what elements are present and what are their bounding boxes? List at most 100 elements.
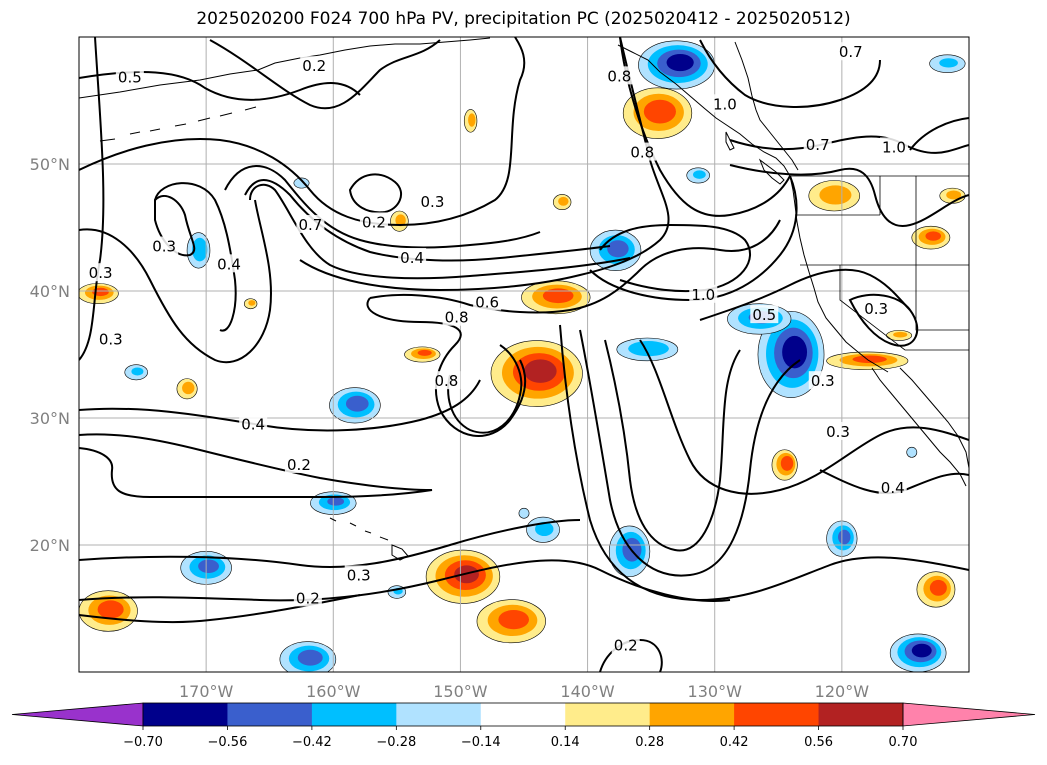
pv-contour-0.7-east xyxy=(729,135,969,154)
precip-level-pos-0.42 xyxy=(929,579,947,596)
colorbar-segment xyxy=(649,703,735,726)
contour-label: 0.2 xyxy=(300,56,329,75)
contour-label-background xyxy=(473,292,502,311)
precip-blob xyxy=(79,283,119,304)
precip-level-pos-0.28 xyxy=(819,185,852,205)
precip-level-neg-0.42 xyxy=(198,559,219,574)
contour-label: 0.7 xyxy=(296,214,325,234)
contour-label: 0.3 xyxy=(418,192,447,211)
colorbar-tick-label: −0.56 xyxy=(208,735,248,750)
precip-blob xyxy=(686,167,710,184)
pv-contour-0.3-west-ridge xyxy=(79,199,272,363)
pv-contour-0.8-loop xyxy=(369,219,781,314)
colorbar-tick-label: −0.70 xyxy=(123,735,163,750)
precip-level-neg-0.28 xyxy=(628,340,669,357)
precip-blob xyxy=(771,449,798,481)
precip-level-pos-0.42 xyxy=(542,288,574,304)
precip-blob xyxy=(939,187,966,204)
contour-label-text: 1.0 xyxy=(691,286,715,304)
contour-label-background xyxy=(824,421,853,440)
precip-level-pos-0.42 xyxy=(417,349,432,356)
precip-blob xyxy=(390,210,409,232)
contour-label-text: 0.8 xyxy=(630,144,654,162)
precip-level-neg-0.28 xyxy=(939,58,958,68)
plot-frame xyxy=(78,36,970,673)
pv-contour-0.8-inner-s xyxy=(447,344,523,434)
contour-label: 0.4 xyxy=(398,247,427,267)
contour-label-background xyxy=(878,477,907,496)
contour-label: 0.3 xyxy=(86,263,115,282)
contour-labels: 0.5 0.2 0.3 0.3 0.3 0.7 0.4 0.2 0.3 0.4 0.6 0.8 0.8 0… xyxy=(86,42,908,654)
coastline-haida-gwaii xyxy=(725,131,735,151)
precip-level-neg-0.56 xyxy=(666,53,694,72)
precip-level-pos-0.42 xyxy=(97,600,124,619)
colorbar-tick-label: 0.14 xyxy=(551,735,580,750)
contour-label-text: 0.3 xyxy=(826,423,850,441)
contour-label-text: 0.3 xyxy=(811,372,835,390)
contour-label-background xyxy=(239,414,268,433)
coastline-hawaii xyxy=(329,517,409,561)
pv-contour-south-trough-1 xyxy=(604,339,741,552)
precip-level-pos-0.28 xyxy=(248,300,256,306)
contour-label-text: 0.2 xyxy=(296,589,320,607)
precip-level-pos-0.42 xyxy=(780,455,794,471)
colorbar-segment xyxy=(734,703,820,726)
contour-label-background xyxy=(96,329,125,348)
precip-level-pos-0.56 xyxy=(523,359,557,383)
contour-label-text: 0.3 xyxy=(347,566,371,584)
pv-contour-0.4-inner-loop xyxy=(154,182,237,332)
contour-label-background xyxy=(432,371,461,390)
contour-label-background xyxy=(836,42,865,61)
contour-label-background xyxy=(296,214,325,233)
contour-label-text: 0.3 xyxy=(421,193,445,211)
contour-label-background xyxy=(300,56,329,75)
map-title: 2025020200 F024 700 hPa PV, precipitatio… xyxy=(196,9,851,29)
precip-blob xyxy=(552,194,572,211)
precip-blob xyxy=(329,387,381,424)
contour-label: 0.7 xyxy=(803,134,832,154)
colorbar-extend-low xyxy=(11,702,144,727)
precip-level-pos-0.28 xyxy=(395,214,406,227)
precip-blob xyxy=(476,599,546,644)
pv-contour-1.0-east-loop xyxy=(599,223,751,293)
colorbar-segment xyxy=(396,703,482,726)
contour-label-background xyxy=(442,307,471,326)
colorbar-tick-label: −0.42 xyxy=(292,735,332,750)
contour-label-text: 0.3 xyxy=(89,264,113,282)
colorbar-segment xyxy=(565,703,651,726)
precip-level-pos-0.28 xyxy=(558,196,569,206)
contour-label: 0.4 xyxy=(215,254,244,273)
precip-blob xyxy=(906,446,918,458)
contour-label: 0.8 xyxy=(605,66,634,85)
contour-label: 0.5 xyxy=(750,305,779,324)
precip-blob xyxy=(279,641,337,672)
contour-label: 1.0 xyxy=(710,94,739,113)
contour-label-background xyxy=(879,137,908,156)
contour-label: 0.3 xyxy=(344,565,373,584)
precip-blob xyxy=(886,330,913,341)
contour-label-text: 1.0 xyxy=(713,95,737,113)
pv-contour-0.2-west xyxy=(79,433,433,499)
colorbar-extend-high xyxy=(902,702,1036,727)
colorbar-frame xyxy=(142,702,904,727)
lon-tick-label: 170°W xyxy=(179,682,234,701)
precip-blob xyxy=(616,337,679,362)
precip-blob xyxy=(463,109,478,133)
contour-label-text: 0.4 xyxy=(217,255,241,273)
contour-label-text: 0.8 xyxy=(607,67,631,85)
colorbar-tick-label: −0.14 xyxy=(461,735,501,750)
contour-label-text: 0.7 xyxy=(298,216,322,234)
contour-label-text: 0.2 xyxy=(287,456,311,474)
contour-label: 0.3 xyxy=(150,236,179,256)
colorbar-tick-label: −0.28 xyxy=(376,735,416,750)
pv-contours xyxy=(79,37,969,672)
contour-label: 0.2 xyxy=(359,212,388,231)
contour-label: 0.4 xyxy=(239,414,268,433)
pv-contour-0.2-south xyxy=(79,559,731,602)
pv-contour-0.3-east xyxy=(848,293,919,347)
precip-blob xyxy=(124,364,148,381)
precip-level-pos-0.28 xyxy=(468,113,476,127)
contour-label-text: 0.2 xyxy=(614,636,638,654)
pv-contour-1.0-ne-loop xyxy=(909,117,969,151)
